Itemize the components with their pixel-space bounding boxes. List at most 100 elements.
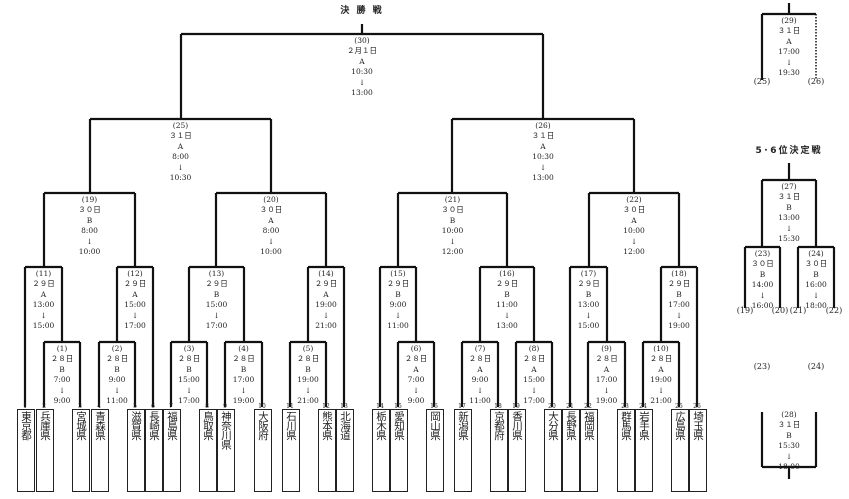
team-number: 13 (340, 403, 348, 410)
match-start: 8:00 (262, 226, 280, 236)
arrow-down-icon: ↓ (630, 236, 638, 246)
match-number: (9) (601, 344, 612, 353)
team-box: 東京都 (17, 409, 35, 492)
match-start: 10:00 (441, 226, 464, 236)
match-court: A (359, 56, 365, 66)
team-box: 栃木県 (372, 409, 390, 492)
match-number: (16) (499, 269, 515, 278)
match-day: ３１日 (169, 131, 192, 141)
team-number: 18 (494, 403, 502, 410)
team-name: 愛知県 (393, 411, 405, 440)
match-label: (27) ３１日 B 13:00 ↓ 15:30 (778, 182, 801, 244)
arrow-down-icon: ↓ (113, 385, 121, 395)
match-court: B (395, 289, 401, 299)
team-number: 16 (430, 403, 438, 410)
team-name: 埼玉県 (692, 411, 704, 440)
match-start: 15:00 (523, 375, 545, 385)
match-label: (30) ２月１日 A 10:30 ↓ 13:00 (347, 36, 377, 98)
match-label: (20) ３０日 A 8:00 ↓ 10:00 (260, 195, 283, 257)
team-number: 8 (205, 403, 209, 410)
match-start: 10:30 (351, 67, 373, 77)
match-end: 17:00 (178, 395, 200, 405)
match-start: 7:00 (407, 375, 425, 385)
match-court: B (186, 364, 192, 374)
arrow-down-icon: ↓ (394, 310, 402, 320)
match-label: (5) ２８日 B 19:00 ↓ 21:00 (297, 344, 320, 406)
match-label: (29) ３１日 A 17:00 ↓ 19:30 (778, 16, 801, 78)
arrow-down-icon: ↓ (675, 310, 683, 320)
match-number: (22) (626, 195, 642, 204)
team-name: 京都府 (493, 411, 505, 440)
match-court: A (268, 215, 274, 225)
match-end: 10:00 (78, 246, 101, 256)
final-title: 決 勝 戦 (340, 6, 384, 16)
match-court: A (413, 364, 419, 374)
match-label: (6) ２８日 A 7:00 ↓ 9:00 (405, 344, 428, 406)
match-court: A (531, 364, 537, 374)
match-label: (8) ２８日 A 15:00 ↓ 17:00 (523, 344, 546, 406)
match-start: 19:00 (315, 300, 337, 310)
match-day: ３１日 (777, 26, 801, 36)
arrow-down-icon: ↓ (785, 223, 793, 233)
team-number: 11 (286, 403, 294, 410)
match-end: 15:30 (778, 233, 800, 243)
match-day: ３１日 (777, 192, 801, 202)
team-number: 21 (566, 403, 574, 410)
match-end: 17:00 (205, 320, 228, 330)
match-number: (10) (653, 344, 669, 353)
arrow-down-icon: ↓ (40, 310, 47, 320)
match-day: ２９日 (205, 279, 228, 289)
team-box: 香川県 (508, 409, 526, 492)
match-start: 7:00 (53, 375, 71, 385)
match-number: (2) (111, 344, 123, 353)
match-court: A (177, 141, 184, 151)
team-box: 岩手県 (635, 409, 653, 492)
match-number: (30) (354, 36, 370, 45)
match-day: ３０日 (259, 205, 283, 215)
match-number: (23) (754, 249, 771, 258)
match-start: 17:00 (778, 47, 800, 57)
match-end: 21:00 (315, 320, 337, 330)
match-start: 17:00 (232, 375, 255, 385)
team-name: 香川県 (511, 411, 523, 440)
match-start: 10:30 (532, 152, 554, 162)
match-court: A (323, 289, 329, 299)
match-start: 8:00 (81, 226, 98, 236)
match-start: 13:00 (32, 300, 55, 310)
team-number: 26 (693, 403, 701, 410)
match-reference: (25) (753, 77, 771, 86)
match-end: 16:00 (751, 300, 774, 310)
match-start: 15:00 (124, 300, 146, 310)
match-day: ２８日 (468, 354, 492, 364)
match-reference: (24) (807, 362, 825, 371)
match-end: 18:00 (778, 461, 800, 471)
match-court: B (449, 215, 456, 225)
team-name: 福島県 (166, 411, 178, 440)
team-box: 岡山県 (426, 409, 444, 492)
match-number: (19) (81, 195, 98, 204)
match-label: (26) ３１日 A 10:30 ↓ 13:00 (532, 121, 555, 183)
team-name: 新潟県 (457, 411, 469, 440)
match-number: (26) (535, 121, 551, 130)
team-name: 滋賀県 (130, 411, 142, 440)
match-end: 12:00 (441, 246, 464, 256)
team-name: 岩手県 (638, 411, 650, 440)
match-label: (16) ２９日 B 11:00 ↓ 13:00 (496, 269, 519, 331)
team-box: 兵庫県 (36, 409, 54, 492)
arrow-down-icon: ↓ (304, 385, 312, 395)
match-reference: (21) (789, 306, 807, 315)
team-name: 石川県 (285, 411, 297, 440)
team-name: 大阪府 (257, 411, 269, 440)
arrow-down-icon: ↓ (759, 290, 766, 300)
match-label: (4) ２８日 B 17:00 ↓ 19:00 (232, 344, 255, 406)
match-label: (10) ２８日 A 19:00 ↓ 21:00 (650, 344, 673, 406)
match-court: B (676, 289, 682, 299)
team-box: 滋賀県 (127, 409, 145, 492)
match-label: (28) ３１日 B 15:30 ↓ 18:00 (778, 410, 801, 472)
match-label: (7) ２８日 A 9:00 ↓ 11:00 (469, 344, 492, 406)
arrow-down-icon: ↓ (539, 162, 547, 172)
match-number: (28) (781, 410, 797, 419)
match-start: 13:00 (577, 300, 600, 310)
match-court: B (240, 364, 247, 374)
match-start: 17:00 (668, 300, 690, 310)
